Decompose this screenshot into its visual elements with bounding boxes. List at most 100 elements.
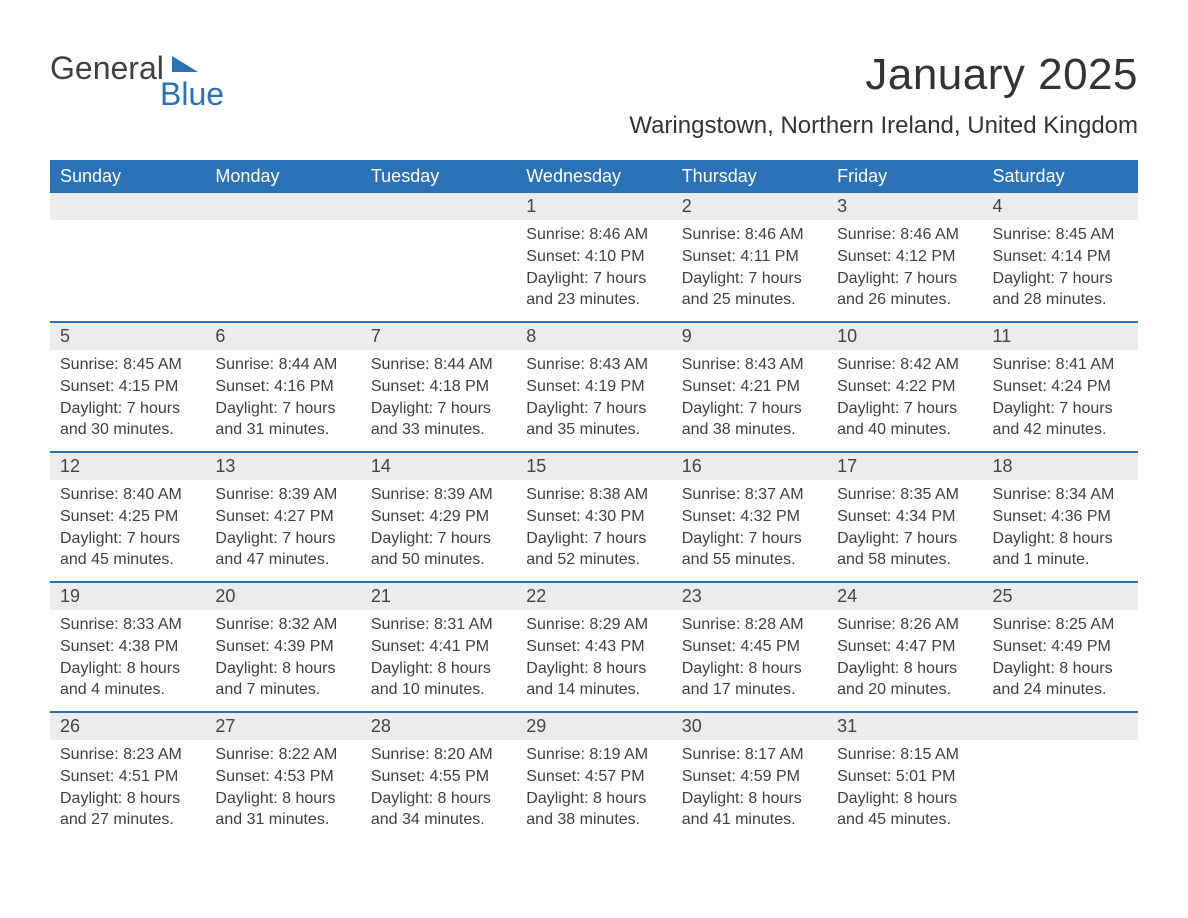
day-details: Sunrise: 8:19 AMSunset: 4:57 PMDaylight:…	[516, 740, 671, 836]
sunrise-text: Sunrise: 8:19 AM	[526, 744, 661, 766]
sunrise-text: Sunrise: 8:25 AM	[993, 614, 1128, 636]
sunset-text: Sunset: 4:19 PM	[526, 376, 661, 398]
day-details: Sunrise: 8:45 AMSunset: 4:14 PMDaylight:…	[983, 220, 1138, 316]
calendar-day-cell: 20Sunrise: 8:32 AMSunset: 4:39 PMDayligh…	[205, 583, 360, 711]
calendar-day-cell: 28Sunrise: 8:20 AMSunset: 4:55 PMDayligh…	[361, 713, 516, 841]
day-details: Sunrise: 8:39 AMSunset: 4:29 PMDaylight:…	[361, 480, 516, 576]
calendar-day-cell	[50, 193, 205, 321]
sunset-text: Sunset: 5:01 PM	[837, 766, 972, 788]
sunrise-text: Sunrise: 8:46 AM	[682, 224, 817, 246]
day-number: 29	[516, 713, 671, 740]
calendar-week: 26Sunrise: 8:23 AMSunset: 4:51 PMDayligh…	[50, 713, 1138, 841]
day-details: Sunrise: 8:46 AMSunset: 4:11 PMDaylight:…	[672, 220, 827, 316]
sunrise-text: Sunrise: 8:42 AM	[837, 354, 972, 376]
day-number: 24	[827, 583, 982, 610]
brand-text-general: General	[50, 50, 164, 87]
day-number: 31	[827, 713, 982, 740]
daylight-text: Daylight: 7 hours and 26 minutes.	[837, 268, 972, 311]
day-details: Sunrise: 8:28 AMSunset: 4:45 PMDaylight:…	[672, 610, 827, 706]
calendar-day-cell: 3Sunrise: 8:46 AMSunset: 4:12 PMDaylight…	[827, 193, 982, 321]
sunrise-text: Sunrise: 8:45 AM	[993, 224, 1128, 246]
sunset-text: Sunset: 4:55 PM	[371, 766, 506, 788]
day-details: Sunrise: 8:26 AMSunset: 4:47 PMDaylight:…	[827, 610, 982, 706]
calendar-day-cell: 30Sunrise: 8:17 AMSunset: 4:59 PMDayligh…	[672, 713, 827, 841]
calendar-day-cell: 7Sunrise: 8:44 AMSunset: 4:18 PMDaylight…	[361, 323, 516, 451]
day-details: Sunrise: 8:39 AMSunset: 4:27 PMDaylight:…	[205, 480, 360, 576]
calendar-day-cell: 24Sunrise: 8:26 AMSunset: 4:47 PMDayligh…	[827, 583, 982, 711]
day-details: Sunrise: 8:44 AMSunset: 4:16 PMDaylight:…	[205, 350, 360, 446]
sunset-text: Sunset: 4:47 PM	[837, 636, 972, 658]
sunrise-text: Sunrise: 8:22 AM	[215, 744, 350, 766]
day-details: Sunrise: 8:29 AMSunset: 4:43 PMDaylight:…	[516, 610, 671, 706]
day-details: Sunrise: 8:35 AMSunset: 4:34 PMDaylight:…	[827, 480, 982, 576]
sunset-text: Sunset: 4:21 PM	[682, 376, 817, 398]
daylight-text: Daylight: 7 hours and 35 minutes.	[526, 398, 661, 441]
daylight-text: Daylight: 8 hours and 4 minutes.	[60, 658, 195, 701]
calendar-body: 1Sunrise: 8:46 AMSunset: 4:10 PMDaylight…	[50, 193, 1138, 841]
brand-text-blue: Blue	[160, 76, 224, 113]
sunrise-text: Sunrise: 8:40 AM	[60, 484, 195, 506]
sunset-text: Sunset: 4:22 PM	[837, 376, 972, 398]
day-details: Sunrise: 8:37 AMSunset: 4:32 PMDaylight:…	[672, 480, 827, 576]
sunset-text: Sunset: 4:59 PM	[682, 766, 817, 788]
day-number: 28	[361, 713, 516, 740]
daylight-text: Daylight: 8 hours and 41 minutes.	[682, 788, 817, 831]
day-number: 15	[516, 453, 671, 480]
sunset-text: Sunset: 4:11 PM	[682, 246, 817, 268]
sunset-text: Sunset: 4:53 PM	[215, 766, 350, 788]
daylight-text: Daylight: 8 hours and 38 minutes.	[526, 788, 661, 831]
sunrise-text: Sunrise: 8:15 AM	[837, 744, 972, 766]
sunrise-text: Sunrise: 8:43 AM	[682, 354, 817, 376]
calendar-day-cell: 23Sunrise: 8:28 AMSunset: 4:45 PMDayligh…	[672, 583, 827, 711]
daylight-text: Daylight: 8 hours and 1 minute.	[993, 528, 1128, 571]
sunrise-text: Sunrise: 8:23 AM	[60, 744, 195, 766]
calendar-day-cell	[983, 713, 1138, 841]
sunrise-text: Sunrise: 8:45 AM	[60, 354, 195, 376]
day-number: 26	[50, 713, 205, 740]
sunset-text: Sunset: 4:16 PM	[215, 376, 350, 398]
sunrise-text: Sunrise: 8:38 AM	[526, 484, 661, 506]
calendar-day-cell: 12Sunrise: 8:40 AMSunset: 4:25 PMDayligh…	[50, 453, 205, 581]
day-details: Sunrise: 8:33 AMSunset: 4:38 PMDaylight:…	[50, 610, 205, 706]
sunset-text: Sunset: 4:18 PM	[371, 376, 506, 398]
weekday-header: Friday	[827, 160, 982, 193]
day-number: 25	[983, 583, 1138, 610]
calendar-day-cell: 13Sunrise: 8:39 AMSunset: 4:27 PMDayligh…	[205, 453, 360, 581]
sunrise-text: Sunrise: 8:20 AM	[371, 744, 506, 766]
day-details: Sunrise: 8:34 AMSunset: 4:36 PMDaylight:…	[983, 480, 1138, 576]
day-details: Sunrise: 8:31 AMSunset: 4:41 PMDaylight:…	[361, 610, 516, 706]
sunrise-text: Sunrise: 8:32 AM	[215, 614, 350, 636]
sunset-text: Sunset: 4:41 PM	[371, 636, 506, 658]
sunset-text: Sunset: 4:25 PM	[60, 506, 195, 528]
sunrise-text: Sunrise: 8:37 AM	[682, 484, 817, 506]
sunset-text: Sunset: 4:43 PM	[526, 636, 661, 658]
calendar-week: 19Sunrise: 8:33 AMSunset: 4:38 PMDayligh…	[50, 583, 1138, 711]
calendar-day-cell: 11Sunrise: 8:41 AMSunset: 4:24 PMDayligh…	[983, 323, 1138, 451]
day-details: Sunrise: 8:17 AMSunset: 4:59 PMDaylight:…	[672, 740, 827, 836]
day-details: Sunrise: 8:25 AMSunset: 4:49 PMDaylight:…	[983, 610, 1138, 706]
day-details: Sunrise: 8:15 AMSunset: 5:01 PMDaylight:…	[827, 740, 982, 836]
day-number: 6	[205, 323, 360, 350]
day-number: 18	[983, 453, 1138, 480]
day-details: Sunrise: 8:38 AMSunset: 4:30 PMDaylight:…	[516, 480, 671, 576]
day-number: 9	[672, 323, 827, 350]
sunrise-text: Sunrise: 8:34 AM	[993, 484, 1128, 506]
daylight-text: Daylight: 7 hours and 31 minutes.	[215, 398, 350, 441]
calendar-day-cell	[361, 193, 516, 321]
calendar-day-cell: 17Sunrise: 8:35 AMSunset: 4:34 PMDayligh…	[827, 453, 982, 581]
calendar-day-cell: 22Sunrise: 8:29 AMSunset: 4:43 PMDayligh…	[516, 583, 671, 711]
calendar-day-cell: 5Sunrise: 8:45 AMSunset: 4:15 PMDaylight…	[50, 323, 205, 451]
daylight-text: Daylight: 7 hours and 33 minutes.	[371, 398, 506, 441]
day-number: 8	[516, 323, 671, 350]
daylight-text: Daylight: 8 hours and 27 minutes.	[60, 788, 195, 831]
brand-mark-icon	[172, 56, 198, 72]
daylight-text: Daylight: 7 hours and 47 minutes.	[215, 528, 350, 571]
sunrise-text: Sunrise: 8:26 AM	[837, 614, 972, 636]
sunset-text: Sunset: 4:30 PM	[526, 506, 661, 528]
day-number: 7	[361, 323, 516, 350]
calendar-day-cell: 26Sunrise: 8:23 AMSunset: 4:51 PMDayligh…	[50, 713, 205, 841]
sunset-text: Sunset: 4:29 PM	[371, 506, 506, 528]
calendar-day-cell: 19Sunrise: 8:33 AMSunset: 4:38 PMDayligh…	[50, 583, 205, 711]
sunrise-text: Sunrise: 8:17 AM	[682, 744, 817, 766]
sunset-text: Sunset: 4:32 PM	[682, 506, 817, 528]
